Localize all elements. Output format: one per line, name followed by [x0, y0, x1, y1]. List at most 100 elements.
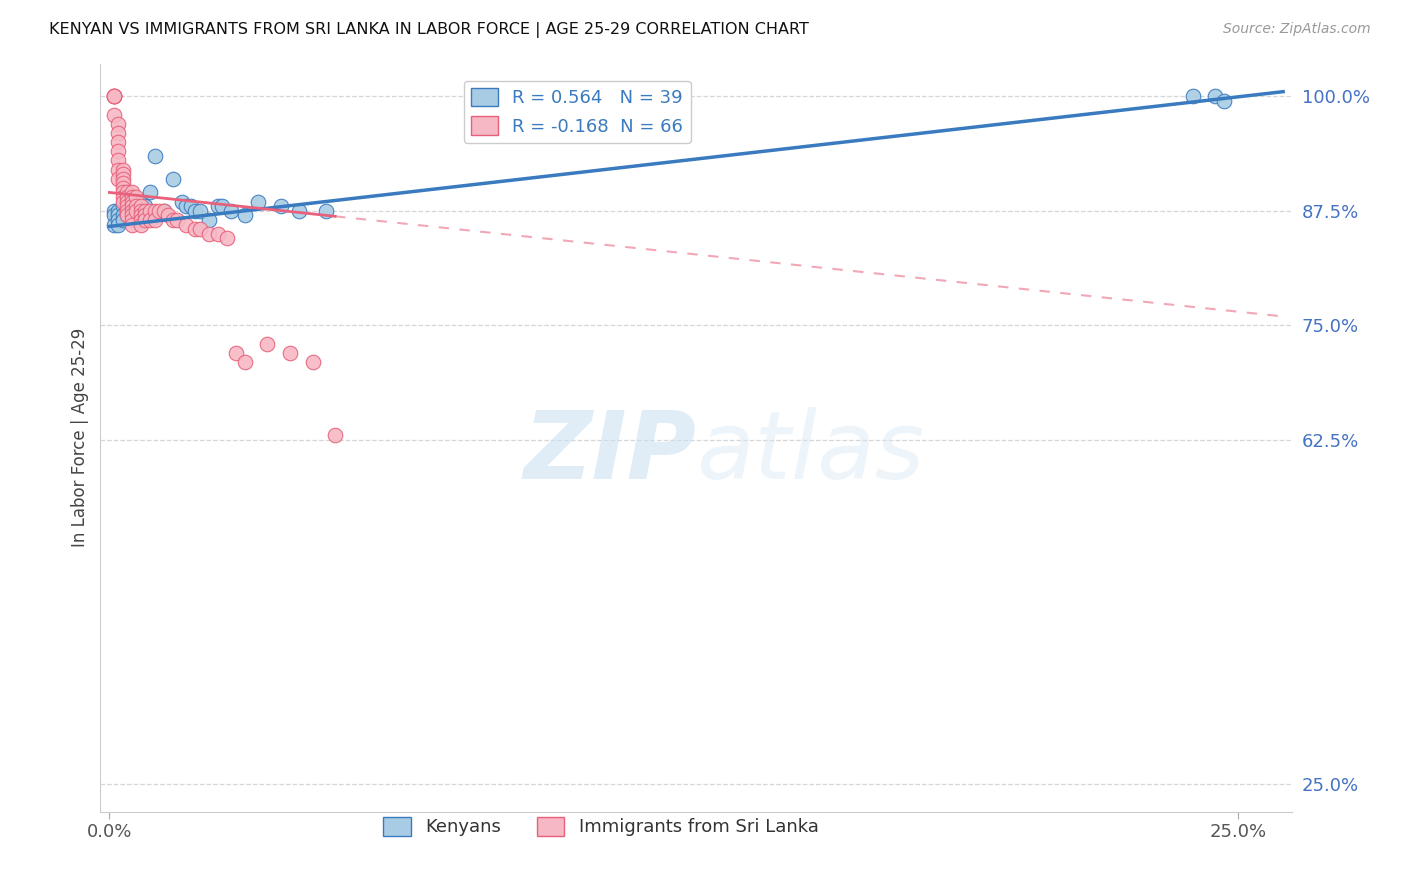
- Point: [111, 194, 134, 209]
- Point: [152, 203, 174, 218]
- Point: [247, 194, 270, 209]
- Point: [121, 218, 143, 232]
- Point: [111, 171, 134, 186]
- Point: [174, 218, 197, 232]
- Point: [107, 171, 129, 186]
- Text: atlas: atlas: [696, 408, 925, 499]
- Point: [129, 199, 152, 213]
- Point: [129, 213, 152, 227]
- Point: [121, 194, 143, 209]
- Point: [184, 203, 207, 218]
- Point: [170, 194, 193, 209]
- Point: [256, 336, 278, 351]
- Point: [111, 162, 134, 177]
- Point: [139, 213, 162, 227]
- Point: [197, 213, 219, 227]
- Point: [117, 203, 139, 218]
- Point: [111, 208, 134, 222]
- Point: [288, 203, 311, 218]
- Point: [315, 203, 337, 218]
- Point: [219, 203, 242, 218]
- Point: [107, 126, 129, 140]
- Point: [107, 117, 129, 131]
- Point: [180, 199, 202, 213]
- Point: [1213, 94, 1236, 108]
- Point: [188, 203, 211, 218]
- Point: [139, 203, 162, 218]
- Point: [107, 203, 129, 218]
- Point: [143, 203, 166, 218]
- Point: [139, 186, 162, 200]
- Point: [111, 213, 134, 227]
- Text: Source: ZipAtlas.com: Source: ZipAtlas.com: [1223, 22, 1371, 37]
- Point: [162, 171, 184, 186]
- Point: [233, 355, 256, 369]
- Point: [278, 346, 301, 360]
- Point: [111, 167, 134, 181]
- Point: [121, 190, 143, 204]
- Point: [117, 194, 139, 209]
- Point: [111, 181, 134, 195]
- Point: [174, 199, 197, 213]
- Point: [270, 199, 292, 213]
- Point: [117, 186, 139, 200]
- Point: [129, 203, 152, 218]
- Point: [111, 199, 134, 213]
- Point: [134, 203, 156, 218]
- Point: [103, 89, 125, 103]
- Point: [107, 135, 129, 149]
- Text: ZIP: ZIP: [523, 407, 696, 499]
- Point: [103, 203, 125, 218]
- Point: [134, 213, 156, 227]
- Point: [166, 213, 188, 227]
- Point: [103, 89, 125, 103]
- Point: [121, 203, 143, 218]
- Point: [107, 162, 129, 177]
- Point: [207, 199, 229, 213]
- Point: [188, 222, 211, 236]
- Point: [301, 355, 323, 369]
- Point: [103, 208, 125, 222]
- Legend: Kenyans, Immigrants from Sri Lanka: Kenyans, Immigrants from Sri Lanka: [377, 810, 825, 844]
- Point: [121, 199, 143, 213]
- Point: [111, 186, 134, 200]
- Point: [107, 213, 129, 227]
- Point: [143, 213, 166, 227]
- Y-axis label: In Labor Force | Age 25-29: In Labor Force | Age 25-29: [72, 328, 89, 548]
- Point: [211, 199, 233, 213]
- Point: [121, 186, 143, 200]
- Point: [129, 194, 152, 209]
- Point: [125, 203, 148, 218]
- Point: [121, 208, 143, 222]
- Point: [107, 144, 129, 158]
- Point: [323, 428, 346, 442]
- Point: [148, 203, 170, 218]
- Point: [103, 89, 125, 103]
- Point: [125, 199, 148, 213]
- Point: [152, 203, 174, 218]
- Point: [129, 208, 152, 222]
- Point: [117, 190, 139, 204]
- Point: [117, 199, 139, 213]
- Point: [1204, 89, 1226, 103]
- Point: [233, 208, 256, 222]
- Point: [107, 208, 129, 222]
- Point: [134, 208, 156, 222]
- Point: [1181, 89, 1204, 103]
- Point: [143, 149, 166, 163]
- Point: [134, 199, 156, 213]
- Point: [162, 213, 184, 227]
- Point: [121, 190, 143, 204]
- Point: [125, 190, 148, 204]
- Point: [207, 227, 229, 241]
- Text: KENYAN VS IMMIGRANTS FROM SRI LANKA IN LABOR FORCE | AGE 25-29 CORRELATION CHART: KENYAN VS IMMIGRANTS FROM SRI LANKA IN L…: [49, 22, 808, 38]
- Point: [215, 231, 238, 245]
- Point: [111, 176, 134, 190]
- Point: [107, 218, 129, 232]
- Point: [125, 203, 148, 218]
- Point: [117, 208, 139, 222]
- Point: [117, 203, 139, 218]
- Point: [103, 89, 125, 103]
- Point: [125, 199, 148, 213]
- Point: [121, 213, 143, 227]
